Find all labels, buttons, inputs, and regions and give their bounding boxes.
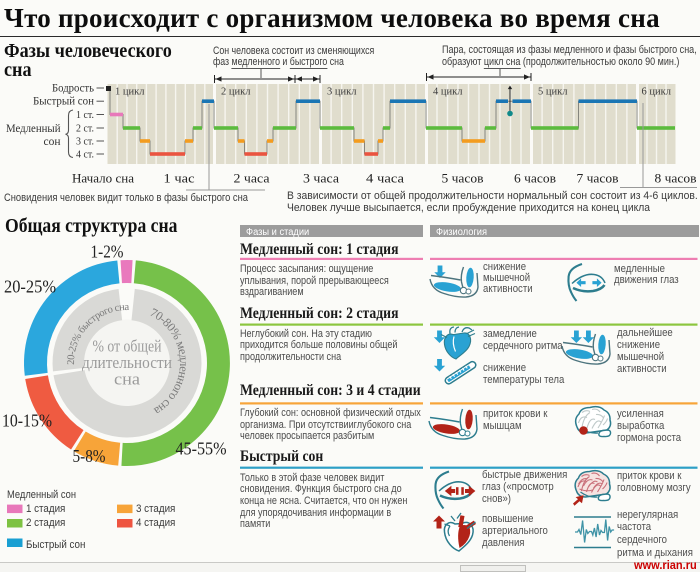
svg-text:8 часов: 8 часов bbox=[655, 171, 697, 186]
svg-text:20-25%: 20-25% bbox=[4, 277, 56, 297]
svg-text:Начало сна: Начало сна bbox=[72, 171, 134, 186]
svg-text:2 часа: 2 часа bbox=[234, 171, 270, 186]
svg-text:сна: сна bbox=[114, 370, 140, 389]
svg-text:Быстрый сон: Быстрый сон bbox=[33, 96, 94, 108]
svg-text:6 часов: 6 часов bbox=[514, 171, 556, 186]
svg-text:10-15%: 10-15% bbox=[2, 411, 52, 431]
svg-text:45-55%: 45-55% bbox=[176, 439, 227, 459]
svg-text:% от общей: % от общей bbox=[93, 337, 162, 356]
svg-text:Бодрость: Бодрость bbox=[52, 83, 94, 95]
svg-text:5-8%: 5-8% bbox=[73, 446, 106, 466]
svg-text:7 часов: 7 часов bbox=[577, 171, 619, 186]
svg-text:1-2%: 1-2% bbox=[91, 242, 124, 262]
svg-text:3 цикл: 3 цикл bbox=[327, 87, 356, 98]
svg-text:1 час: 1 час bbox=[164, 171, 195, 186]
svg-text:1 цикл: 1 цикл bbox=[115, 87, 144, 98]
svg-text:4 ст.: 4 ст. bbox=[76, 149, 94, 161]
svg-text:сон: сон bbox=[43, 136, 60, 148]
svg-text:2 цикл: 2 цикл bbox=[221, 87, 250, 98]
svg-text:1 ст.: 1 ст. bbox=[76, 109, 94, 121]
svg-text:3 часа: 3 часа bbox=[303, 171, 339, 186]
svg-text:3 ст.: 3 ст. bbox=[76, 136, 94, 148]
svg-text:4 часа: 4 часа bbox=[366, 171, 404, 186]
svg-text:4 цикл: 4 цикл bbox=[433, 87, 462, 98]
svg-text:2 ст.: 2 ст. bbox=[76, 123, 94, 135]
svg-text:6 цикл: 6 цикл bbox=[642, 87, 671, 98]
svg-text:длительности: длительности bbox=[82, 353, 172, 372]
svg-text:5 цикл: 5 цикл bbox=[538, 87, 567, 98]
svg-text:5 часов: 5 часов bbox=[442, 171, 484, 186]
svg-text:Медленный: Медленный bbox=[6, 123, 61, 135]
